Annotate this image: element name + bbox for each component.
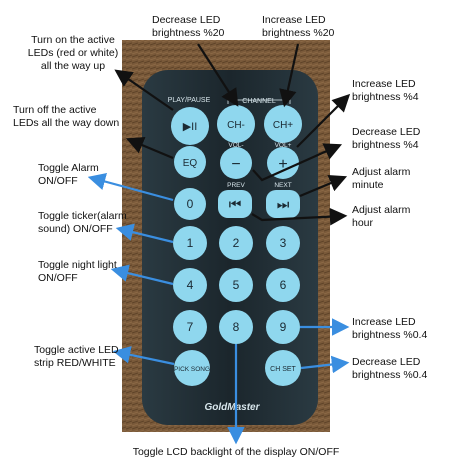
arrow-decrease-4 xyxy=(252,143,343,182)
ch-set-button[interactable] xyxy=(265,350,301,386)
eq-button[interactable] xyxy=(174,146,206,178)
number-button-4[interactable] xyxy=(173,268,207,302)
plus-button-label: + xyxy=(278,156,287,173)
arrow-toggle-night xyxy=(110,264,174,286)
label-toggle-night: Toggle night light ON/OFF xyxy=(38,259,117,284)
arrow-adjust-minute xyxy=(299,174,348,198)
minus-button-label: − xyxy=(231,156,240,173)
label-toggle-ticker: Toggle ticker(alarm sound) ON/OFF xyxy=(38,210,127,235)
number-button-3[interactable] xyxy=(266,226,300,260)
ch-minus-button[interactable] xyxy=(217,105,255,143)
number-button-6[interactable] xyxy=(266,268,300,302)
arrow-toggle-strip xyxy=(112,346,175,366)
number-button-5[interactable] xyxy=(219,268,253,302)
arrow-turn-off xyxy=(125,136,174,160)
prev-button[interactable] xyxy=(218,190,252,218)
arrow-toggle-ticker xyxy=(115,223,174,244)
label-increase-04: Increase LED brightness %0.4 xyxy=(352,316,428,341)
prev-caption: PREV xyxy=(227,182,245,189)
ch-plus-button-label: CH+ xyxy=(273,120,293,131)
label-decrease-20: Decrease LED brightness %20 xyxy=(152,14,225,39)
number-9-label: 9 xyxy=(280,320,287,334)
ch-minus-button-label: CH- xyxy=(227,120,245,131)
arrow-turn-on xyxy=(114,69,174,111)
number-5-label: 5 xyxy=(233,278,240,292)
brand-logo: GoldMaster xyxy=(204,402,260,413)
next-caption: NEXT xyxy=(274,182,291,189)
play-pause-button[interactable] xyxy=(171,107,209,145)
arrow-increase-4 xyxy=(296,93,351,148)
label-decrease-04: Decrease LED brightness %0.4 xyxy=(352,356,428,381)
next-button[interactable] xyxy=(266,190,300,218)
label-adjust-minute: Adjust alarm minute xyxy=(352,166,411,191)
number-3-label: 3 xyxy=(280,236,287,250)
number-button-9[interactable] xyxy=(266,310,300,344)
label-turn-off: Turn off the active LEDs all the way dow… xyxy=(13,104,120,129)
arrow-increase-20 xyxy=(279,43,300,108)
number-button-7[interactable] xyxy=(173,310,207,344)
arrow-adjust-hour xyxy=(251,207,348,226)
number-7-label: 7 xyxy=(187,320,194,334)
arrow-toggle-alarm xyxy=(87,172,174,202)
eq-button-label: EQ xyxy=(183,158,198,169)
number-1-label: 1 xyxy=(187,236,194,250)
label-toggle-alarm: Toggle Alarm ON/OFF xyxy=(38,162,99,187)
prev-button-label: ⏮ xyxy=(229,196,242,212)
channel-caption: CHANNEL xyxy=(242,98,276,105)
minus-button[interactable] xyxy=(220,147,252,179)
ch-plus-button[interactable] xyxy=(264,105,302,143)
label-toggle-backlight: Toggle LCD backlight of the display ON/O… xyxy=(132,446,340,458)
label-decrease-4: Decrease LED brightness %4 xyxy=(352,126,421,151)
number-6-label: 6 xyxy=(280,278,287,292)
play-pause-caption: PLAY/PAUSE xyxy=(168,97,211,104)
number-4-label: 4 xyxy=(187,278,194,292)
vol-minus-caption: VOL- xyxy=(228,142,243,149)
pick-song-button-label: PICK SONG xyxy=(174,366,210,373)
number-button-1[interactable] xyxy=(173,226,207,260)
label-increase-20: Increase LED brightness %20 xyxy=(262,14,335,39)
ch-set-button-label: CH SET xyxy=(270,366,296,373)
number-button-8[interactable] xyxy=(219,310,253,344)
next-button-label: ⏭ xyxy=(277,196,290,212)
zero-button-label: 0 xyxy=(187,197,194,211)
number-button-2[interactable] xyxy=(219,226,253,260)
label-toggle-strip: Toggle active LED strip RED/WHITE xyxy=(34,344,119,369)
label-adjust-hour: Adjust alarm hour xyxy=(352,204,411,229)
arrow-decrease-04 xyxy=(300,355,350,374)
number-8-label: 8 xyxy=(233,320,240,334)
zero-button[interactable] xyxy=(174,188,206,220)
label-turn-on: Turn on the active LEDs (red or white) a… xyxy=(27,34,119,72)
number-2-label: 2 xyxy=(233,236,240,250)
label-increase-4: Increase LED brightness %4 xyxy=(352,78,419,103)
arrow-decrease-20 xyxy=(197,43,239,107)
plus-button[interactable] xyxy=(267,147,299,179)
play-pause-button-label: ▶II xyxy=(183,121,198,133)
pick-song-button[interactable] xyxy=(174,350,210,386)
vol-plus-caption: VOL+ xyxy=(275,142,292,149)
